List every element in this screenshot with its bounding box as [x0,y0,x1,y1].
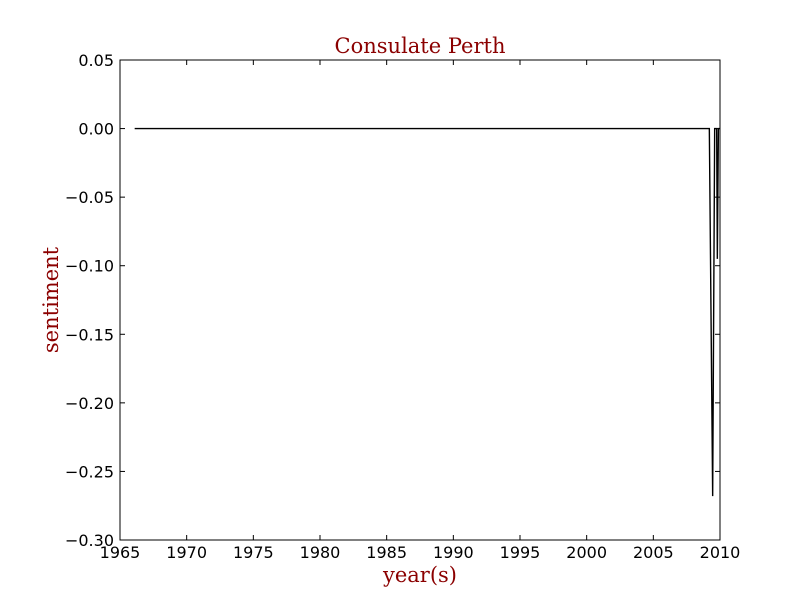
y-axis-label: sentiment [39,246,63,353]
y-tick-label: −0.30 [65,531,114,550]
y-tick-label: −0.20 [65,394,114,413]
chart-title: Consulate Perth [335,34,506,58]
y-tick-label: −0.15 [65,325,114,344]
series-group [134,127,720,497]
y-tick-label: 0.00 [78,120,114,139]
y-tick-label: 0.05 [78,51,114,70]
x-tick-label: 1980 [300,543,341,562]
y-tick-label: −0.25 [65,462,114,481]
y-tick-label: −0.10 [65,257,114,276]
tick-labels: 1965 1970 1975 1980 1985 1990 1995 2000 2005 2010… [65,51,740,562]
x-tick-label: 1970 [166,543,207,562]
x-tick-label: 1995 [500,543,541,562]
plot-frame [119,59,721,541]
x-tick-label: 1985 [366,543,407,562]
x-tick-label: 2000 [566,543,607,562]
x-tick-label: 2010 [700,543,741,562]
axis-ticks [119,59,721,541]
x-tick-label: 2005 [633,543,674,562]
series-line [134,127,720,497]
x-tick-label: 1965 [100,543,141,562]
x-tick-label: 1975 [233,543,274,562]
x-tick-label: 1990 [433,543,474,562]
y-tick-label: −0.05 [65,188,114,207]
x-axis-label: year(s) [382,563,457,587]
